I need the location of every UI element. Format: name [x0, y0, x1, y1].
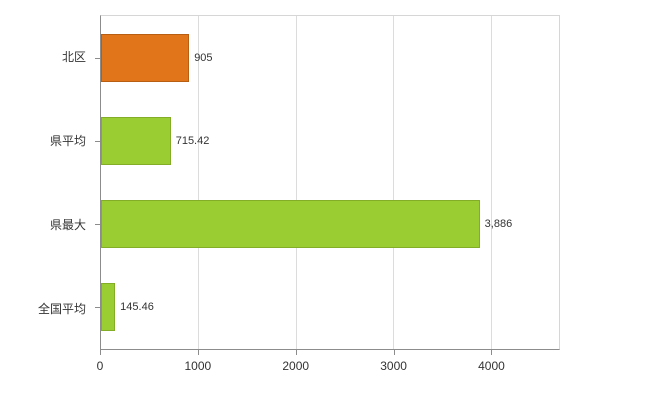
bar-row: 3,886 [101, 183, 559, 266]
category-label: 県最大 [49, 217, 86, 232]
y-tick-mark [95, 57, 100, 59]
x-tick-label: 3000 [380, 359, 407, 373]
value-label: 905 [194, 51, 213, 64]
value-label: 3,886 [484, 218, 513, 231]
gridline [198, 16, 200, 349]
category-labels: 北区県平均県最大全国平均 [0, 15, 93, 350]
x-tick-label: 4000 [478, 359, 505, 373]
value-label: 715.42 [175, 134, 210, 147]
x-tick-mark [197, 350, 199, 355]
category-label: 県平均 [49, 134, 86, 149]
x-axis-labels: 0 1000 2000 3000 4000 [96, 350, 560, 384]
y-tick-mark [95, 224, 100, 226]
category-label: 北区 [61, 50, 86, 65]
category-label: 全国平均 [37, 301, 86, 316]
gridline [295, 16, 297, 349]
y-tick-mark [95, 140, 100, 142]
bar-rows: 905 715.42 3,886 145.46 [101, 16, 559, 349]
bar-row: 145.46 [101, 266, 559, 349]
gridline [490, 16, 492, 349]
x-tick-label: 1000 [184, 359, 212, 373]
plot-area: 905 715.42 3,886 145.46 [95, 15, 560, 350]
y-tick-mark [95, 307, 100, 309]
x-tick-mark [491, 350, 493, 355]
bar [101, 283, 116, 332]
gridline [393, 16, 395, 349]
x-tick-mark [295, 350, 297, 355]
x-tick-mark [100, 350, 101, 355]
gridlines [101, 16, 559, 349]
x-tick-label: 0 [96, 359, 104, 373]
x-tick-mark [393, 350, 395, 355]
bar-row: 905 [101, 16, 559, 99]
x-tick-label: 2000 [282, 359, 310, 373]
bar-row: 715.42 [101, 99, 559, 182]
bar [101, 116, 171, 165]
bar [101, 33, 190, 82]
bar [101, 200, 480, 249]
value-label: 145.46 [120, 301, 154, 314]
